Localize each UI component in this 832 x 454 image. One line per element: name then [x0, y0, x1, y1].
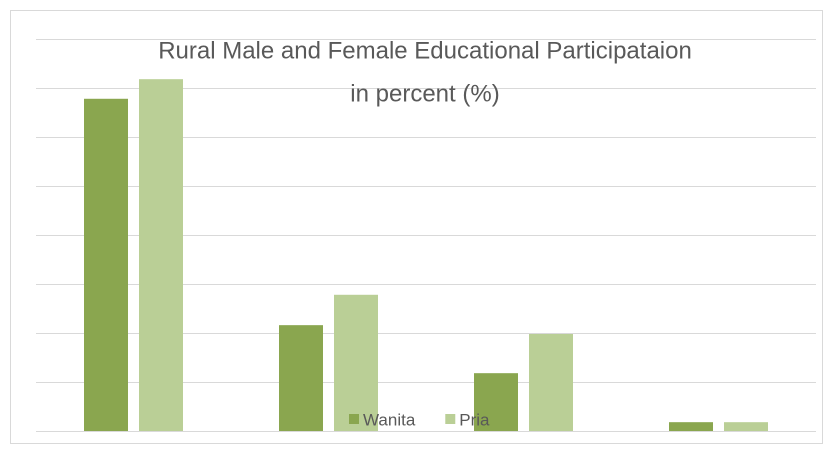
chart-frame	[10, 10, 823, 444]
legend-label: Pria	[459, 410, 490, 429]
bar	[84, 98, 128, 431]
legend-swatch	[445, 414, 456, 424]
bar	[279, 325, 323, 431]
bar	[334, 294, 378, 431]
bar	[724, 422, 768, 431]
bars	[84, 79, 768, 432]
legend-swatch	[349, 414, 359, 424]
legend: Wanita Pria	[349, 410, 490, 429]
chart-title: Rural Male and Female Educational Partic…	[158, 37, 692, 64]
chart-title: in percent (%)	[350, 80, 499, 107]
bar	[139, 79, 183, 432]
bar	[474, 373, 518, 431]
bar	[529, 333, 573, 431]
legend-label: Wanita	[363, 410, 416, 429]
bar	[669, 422, 713, 431]
